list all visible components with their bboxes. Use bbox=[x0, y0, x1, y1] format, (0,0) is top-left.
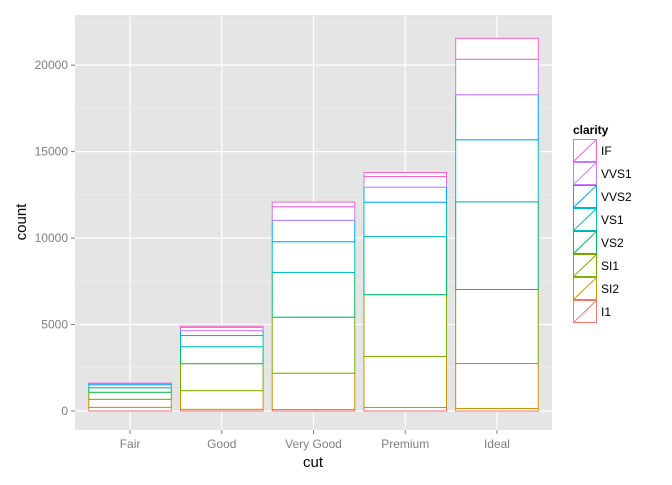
bar-segment-vs2 bbox=[89, 388, 172, 393]
x-tick-label: Good bbox=[207, 437, 236, 451]
bar-segment-si1 bbox=[456, 289, 539, 363]
x-tick-label: Premium bbox=[381, 437, 429, 451]
x-axis-label: cut bbox=[303, 454, 324, 471]
x-tick-label: Ideal bbox=[484, 437, 510, 451]
legend-label: SI2 bbox=[601, 282, 619, 296]
legend-label: SI1 bbox=[601, 259, 619, 273]
bar-segment-si2 bbox=[89, 399, 172, 407]
x-tick-label: Very Good bbox=[285, 437, 342, 451]
bar-segment-si2 bbox=[272, 373, 355, 409]
bar-segment-vvs2 bbox=[272, 220, 355, 241]
bar-segment-vs2 bbox=[456, 202, 539, 290]
bar-segment-if bbox=[456, 38, 539, 59]
bar-segment-vs2 bbox=[180, 347, 263, 364]
bar-segment-i1 bbox=[364, 407, 447, 411]
x-tick-label: Fair bbox=[120, 437, 141, 451]
bar-segment-vs2 bbox=[272, 272, 355, 317]
bar-segment-vvs2 bbox=[456, 95, 539, 140]
bar-segment-if bbox=[364, 173, 447, 177]
bar-segment-if bbox=[272, 202, 355, 207]
y-tick-label: 5000 bbox=[41, 318, 68, 332]
legend-title: clarity bbox=[573, 123, 609, 137]
bar-segment-vs1 bbox=[364, 202, 447, 236]
bar-segment-si2 bbox=[180, 391, 263, 410]
y-tick-label: 0 bbox=[61, 404, 68, 418]
legend-label: VVS2 bbox=[601, 190, 632, 204]
bar-segment-vvs1 bbox=[364, 176, 447, 187]
bar-segment-si2 bbox=[456, 364, 539, 409]
legend-label: VS1 bbox=[601, 213, 624, 227]
legend-label: VVS1 bbox=[601, 167, 632, 181]
bar-segment-vs1 bbox=[456, 140, 539, 202]
y-tick-label: 20000 bbox=[35, 58, 69, 72]
y-tick-label: 10000 bbox=[35, 231, 69, 245]
bar-segment-vvs2 bbox=[364, 187, 447, 202]
legend-label: VS2 bbox=[601, 236, 624, 250]
bar-segment-i1 bbox=[89, 407, 172, 411]
bar-segment-si2 bbox=[364, 356, 447, 407]
bar-segment-si1 bbox=[272, 317, 355, 373]
bar-segment-si1 bbox=[89, 392, 172, 399]
bar-segment-vs1 bbox=[272, 242, 355, 273]
bar-segment-si1 bbox=[180, 364, 263, 391]
bar-segment-vvs1 bbox=[456, 59, 539, 94]
bar-segment-vs1 bbox=[180, 336, 263, 347]
legend: clarity IF VVS1 VVS2 VS1 VS2 SI1 SI2 I1 bbox=[573, 123, 632, 323]
legend-label: IF bbox=[601, 144, 612, 158]
bar-segment-vs2 bbox=[364, 237, 447, 295]
bar-segment-vvs2 bbox=[180, 331, 263, 336]
bar-segment-si1 bbox=[364, 295, 447, 357]
y-tick-label: 15000 bbox=[35, 145, 69, 159]
bar-segment-vvs1 bbox=[272, 207, 355, 221]
legend-label: I1 bbox=[601, 305, 611, 319]
bar-segment-if bbox=[180, 326, 263, 327]
y-axis-label: count bbox=[13, 203, 30, 241]
